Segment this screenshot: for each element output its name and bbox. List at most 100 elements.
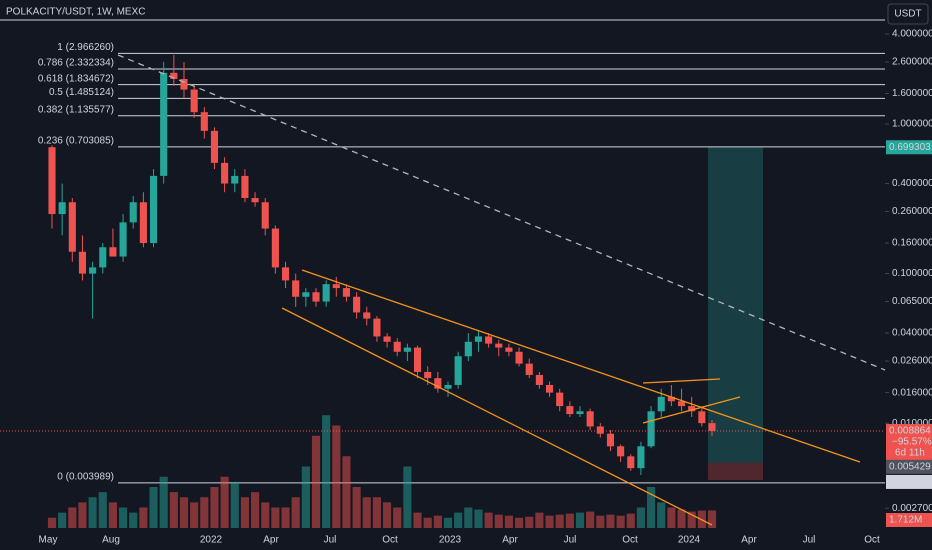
candle-body (180, 79, 188, 90)
candle-body (342, 288, 351, 297)
candle-body (129, 202, 137, 223)
volume-bar (240, 497, 249, 528)
volume-bar (606, 514, 615, 528)
volume-bar (291, 497, 300, 528)
candle-body (708, 423, 716, 431)
candle-body (281, 267, 290, 281)
volume-bar (433, 515, 442, 528)
candle-body (58, 202, 66, 215)
volume-bar (200, 497, 209, 528)
volume-bar (58, 512, 67, 528)
volume-bar (565, 513, 574, 528)
volume-bar (677, 509, 686, 528)
wedge-lower (642, 396, 741, 424)
x-tick-label: Apr (741, 535, 757, 546)
candle-body (606, 433, 615, 447)
candle-body (251, 198, 259, 203)
y-tick-label: 0.016000 (892, 387, 932, 398)
volume-bar (454, 512, 463, 528)
volume-bar (129, 512, 138, 528)
x-tick-label: 2023 (439, 535, 462, 546)
volume-bar (108, 502, 117, 528)
y-tick-label: 1.000000 (892, 119, 932, 130)
fib-label: 0.618 (1.834672) (38, 73, 114, 84)
volume-bar (362, 497, 371, 528)
volume-bar (342, 456, 351, 528)
candle-body (677, 401, 686, 407)
fib-label: 1 (2.966260) (57, 42, 114, 53)
candle-body (525, 363, 533, 375)
candle-body (383, 336, 391, 342)
volume-bar (332, 425, 341, 528)
candle-body (89, 267, 97, 274)
candle-body (535, 374, 543, 385)
candle-body (485, 336, 493, 344)
candle-body (119, 222, 127, 257)
candle-body (495, 343, 503, 348)
candle-body (221, 162, 229, 184)
countdown: 6d 11h (895, 448, 925, 459)
currency-box[interactable] (887, 3, 929, 25)
candle-body (200, 112, 208, 131)
volume-bar (586, 511, 595, 528)
candle-body (464, 341, 472, 357)
volume-bar (626, 513, 635, 528)
candle-body (261, 202, 269, 229)
volume-bar (119, 507, 128, 528)
candle-body (78, 251, 87, 274)
target-label: 0.699303 (889, 142, 931, 153)
candle-body (434, 378, 442, 389)
candle-body (627, 456, 635, 469)
y-tick-label: 1.600000 (892, 88, 932, 99)
volume-bar (535, 512, 544, 528)
volume-bar (575, 512, 585, 528)
y-tick-label: 0.026000 (892, 356, 932, 367)
volume-bar (220, 476, 229, 528)
x-tick-label: 2022 (200, 535, 223, 546)
candle-body (698, 411, 706, 424)
candle-body (667, 396, 675, 402)
volume-bar (372, 497, 381, 528)
volume-bar (423, 517, 432, 528)
candle-body (373, 318, 381, 337)
currency: USDT (894, 9, 921, 20)
volume-bar (667, 507, 676, 528)
candle-body (515, 351, 523, 364)
entry-label-box (886, 459, 932, 474)
volume-bar (78, 502, 87, 528)
volume-bar (525, 516, 534, 528)
y-tick-label: 0.065000 (892, 296, 932, 307)
candle-body (190, 89, 198, 113)
y-tick-label: 4.000000 (892, 29, 932, 40)
candle-body (413, 347, 422, 372)
fib-label: 0.5 (1.485124) (49, 87, 114, 98)
candle-body (617, 446, 625, 457)
candle-body (586, 411, 594, 427)
y-tick-label: 0.002700 (892, 503, 932, 514)
x-tick-label: Jul (564, 535, 577, 546)
y-tick-label: 0.400000 (892, 178, 932, 189)
candle-body (363, 312, 371, 319)
candle-body (393, 341, 401, 352)
change-label: −95.57% (892, 437, 932, 448)
x-tick-label: Apr (263, 535, 279, 546)
volume-bar (271, 507, 280, 528)
volume-bar (230, 481, 239, 528)
candle-body (210, 130, 219, 163)
volume-bar (139, 507, 148, 528)
volume-bar (515, 517, 524, 528)
volume-bar (149, 487, 158, 528)
channel-upper (301, 269, 861, 463)
fib-label: 0.786 (2.332334) (38, 58, 114, 69)
volume-label-box (886, 513, 932, 527)
wedge-upper (642, 378, 721, 384)
x-tick-label: Oct (622, 535, 638, 546)
volume-bar (393, 507, 402, 528)
volume-bar (555, 514, 564, 528)
volume-bar (179, 497, 189, 528)
volume-bar (98, 492, 107, 528)
x-tick-label: Oct (382, 535, 398, 546)
volume-bar (322, 415, 331, 528)
last-price: 0.008864 (889, 426, 931, 437)
